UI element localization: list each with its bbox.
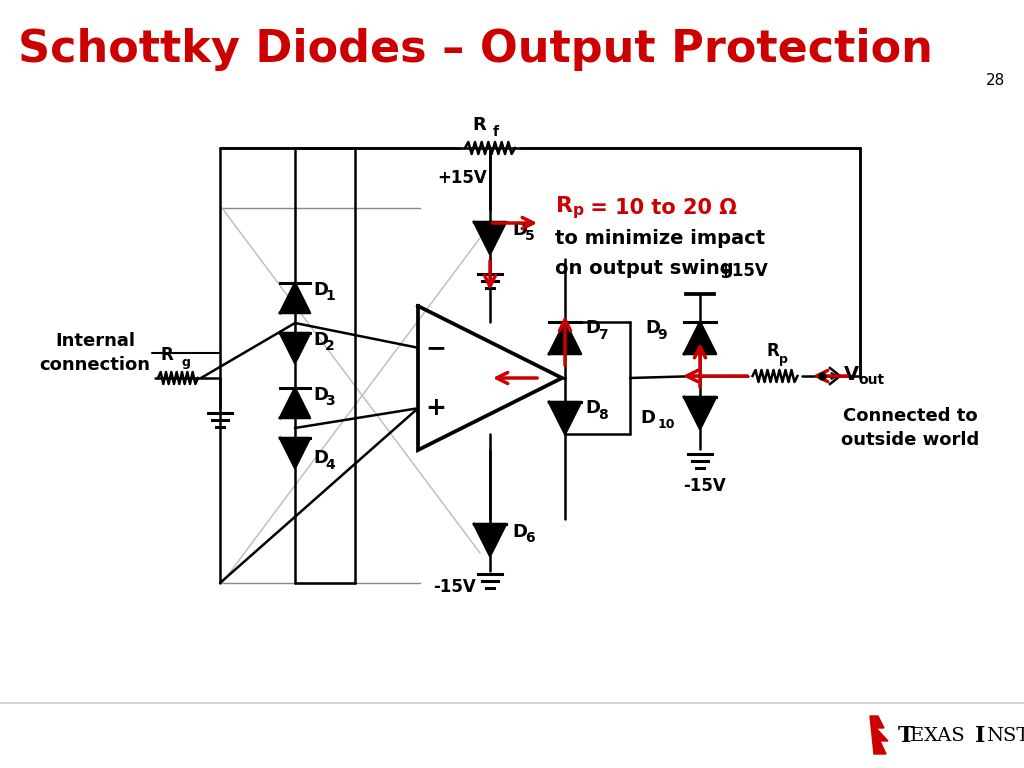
Text: $\mathbf{R_p}$: $\mathbf{R_p}$ xyxy=(555,194,585,221)
Text: T: T xyxy=(898,725,914,747)
Text: = 10 to 20 Ω: = 10 to 20 Ω xyxy=(583,198,737,218)
Text: to minimize impact: to minimize impact xyxy=(555,229,765,247)
Polygon shape xyxy=(474,524,506,556)
Text: -15V: -15V xyxy=(684,477,726,495)
Text: 4: 4 xyxy=(325,458,335,472)
Text: 1: 1 xyxy=(325,289,335,303)
Text: +15V: +15V xyxy=(437,169,486,187)
Text: 9: 9 xyxy=(657,328,667,342)
Text: 6: 6 xyxy=(525,531,535,545)
Polygon shape xyxy=(549,322,581,354)
Text: -15V: -15V xyxy=(433,578,476,596)
Text: on output swing: on output swing xyxy=(555,259,733,277)
Polygon shape xyxy=(549,402,581,434)
Text: Schottky Diodes – Output Protection: Schottky Diodes – Output Protection xyxy=(18,28,933,71)
Text: 2: 2 xyxy=(325,339,335,353)
Polygon shape xyxy=(280,283,310,313)
Text: Internal
connection: Internal connection xyxy=(40,333,151,374)
Text: −: − xyxy=(426,336,446,359)
Text: p: p xyxy=(778,353,787,366)
Text: D: D xyxy=(512,523,527,541)
Polygon shape xyxy=(684,397,716,429)
Text: D: D xyxy=(640,409,655,427)
Text: 28: 28 xyxy=(986,73,1005,88)
Text: 8: 8 xyxy=(598,408,608,422)
Text: Connected to
outside world: Connected to outside world xyxy=(841,407,979,449)
Text: 5: 5 xyxy=(525,229,535,243)
Text: EXAS: EXAS xyxy=(910,727,971,745)
Text: R: R xyxy=(472,116,486,134)
Text: D: D xyxy=(585,399,600,417)
Text: D: D xyxy=(645,319,660,337)
Polygon shape xyxy=(870,716,888,754)
Polygon shape xyxy=(684,322,716,354)
Text: D: D xyxy=(313,449,328,467)
Text: I: I xyxy=(975,725,985,747)
Text: NSTRUMENTS: NSTRUMENTS xyxy=(986,727,1024,745)
Text: g: g xyxy=(181,356,189,369)
Text: D: D xyxy=(585,319,600,337)
Text: out: out xyxy=(858,373,884,387)
Text: +: + xyxy=(426,396,446,420)
Text: R: R xyxy=(160,346,173,364)
Text: D: D xyxy=(313,386,328,404)
Polygon shape xyxy=(474,222,506,254)
Polygon shape xyxy=(280,388,310,418)
Polygon shape xyxy=(280,333,310,363)
Text: R: R xyxy=(767,342,779,360)
Text: D: D xyxy=(313,281,328,299)
Text: D: D xyxy=(313,331,328,349)
Text: D: D xyxy=(512,221,527,239)
Text: +15V: +15V xyxy=(718,262,768,280)
Polygon shape xyxy=(280,438,310,468)
Text: V: V xyxy=(844,365,859,383)
Text: 7: 7 xyxy=(598,328,607,342)
Text: f: f xyxy=(493,125,499,139)
Text: 3: 3 xyxy=(325,394,335,408)
Text: 10: 10 xyxy=(658,419,676,432)
